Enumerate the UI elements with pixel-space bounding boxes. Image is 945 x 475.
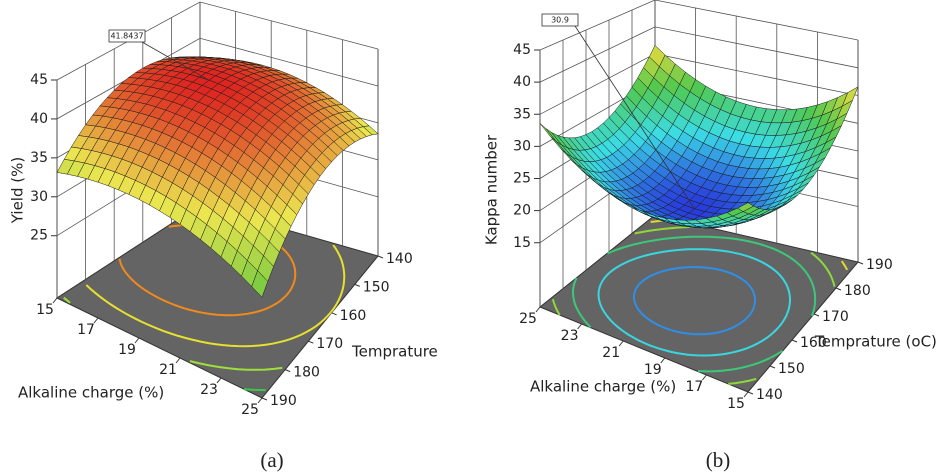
y-tick bbox=[285, 369, 291, 373]
x-tick bbox=[175, 357, 181, 364]
contour-line bbox=[63, 296, 71, 304]
y-tick-label: 160 bbox=[340, 308, 367, 324]
y-tick-label: 140 bbox=[756, 387, 783, 403]
contour-line bbox=[607, 235, 817, 317]
x-axis-title: Alkaline charge (%) bbox=[530, 378, 676, 396]
y-tick-label: 170 bbox=[822, 309, 849, 325]
y-tick-label: 170 bbox=[316, 336, 343, 352]
contour-line bbox=[551, 298, 561, 316]
grid-line bbox=[539, 26, 859, 83]
surface-panel: 15 20 25 30 35 40 45 15 17 19 21 23 25 140 150 160 170 18… bbox=[483, 0, 937, 472]
z-tick-label: 40 bbox=[30, 111, 48, 127]
x-tick bbox=[577, 323, 582, 330]
x-tick-label: 19 bbox=[644, 362, 662, 378]
z-tick-label: 25 bbox=[513, 171, 531, 187]
annotation-box bbox=[108, 29, 146, 43]
x-tick bbox=[216, 377, 222, 384]
floor bbox=[539, 214, 859, 393]
y-tick-label: 150 bbox=[363, 279, 390, 295]
y-tick bbox=[354, 283, 360, 287]
y-tick bbox=[331, 312, 337, 316]
grid-line bbox=[539, 0, 859, 51]
y-tick bbox=[747, 391, 754, 395]
x-tick bbox=[134, 337, 140, 344]
x-tick bbox=[93, 317, 99, 324]
annotation: 41.8437 bbox=[110, 32, 143, 41]
z-tick-label: 35 bbox=[513, 106, 531, 122]
contour-line bbox=[572, 277, 592, 328]
z-tick-label: 35 bbox=[30, 150, 48, 166]
surface-cell bbox=[539, 123, 557, 142]
y-tick bbox=[857, 261, 864, 265]
contour-line bbox=[810, 251, 836, 287]
x-tick-label: 17 bbox=[685, 379, 703, 395]
contour-line bbox=[840, 260, 849, 271]
y-tick-label: 190 bbox=[866, 257, 893, 273]
z-tick-label: 45 bbox=[513, 42, 531, 58]
annotation-box bbox=[541, 13, 579, 27]
x-tick bbox=[52, 297, 58, 304]
x-tick-label: 19 bbox=[118, 342, 136, 358]
y-tick bbox=[791, 339, 798, 343]
x-axis-title: Alkaline charge (%) bbox=[18, 384, 164, 402]
x-tick bbox=[257, 397, 263, 404]
z-tick-label: 20 bbox=[513, 203, 531, 219]
contour-line bbox=[634, 225, 700, 235]
z-tick-label: 30 bbox=[513, 138, 531, 154]
y-tick bbox=[835, 287, 842, 291]
x-tick bbox=[618, 340, 624, 347]
contour-line bbox=[189, 360, 283, 371]
z-tick-label: 30 bbox=[30, 189, 48, 205]
caption: (a) bbox=[260, 448, 283, 472]
y-tick-label: 160 bbox=[800, 335, 827, 351]
y-tick bbox=[308, 340, 314, 344]
annotation-leader bbox=[574, 25, 695, 210]
z-axis-title: Yield (%) bbox=[9, 157, 27, 224]
y-tick-label: 180 bbox=[844, 283, 871, 299]
surface-cell bbox=[737, 202, 755, 212]
z-tick-label: 45 bbox=[30, 72, 48, 88]
x-tick-label: 23 bbox=[200, 382, 218, 398]
x-tick-label: 25 bbox=[241, 402, 259, 418]
x-tick-label: 23 bbox=[561, 328, 579, 344]
x-tick-label: 25 bbox=[519, 311, 537, 327]
x-tick-label: 15 bbox=[36, 302, 54, 318]
annotation: 30.9 bbox=[551, 16, 569, 25]
y-tick-label: 150 bbox=[778, 361, 805, 377]
y-axis-title: Temprature (oC) bbox=[814, 333, 937, 351]
x-tick-label: 21 bbox=[159, 362, 177, 378]
x-tick bbox=[660, 357, 666, 364]
contour-line bbox=[597, 248, 791, 357]
z-tick-label: 25 bbox=[30, 228, 48, 244]
y-tick bbox=[377, 255, 384, 259]
surface-panel: 25 30 35 40 45 15 17 19 21 23 25 140 150 160 170 180 190… bbox=[9, 1, 438, 472]
y-tick bbox=[261, 397, 268, 401]
y-tick bbox=[769, 365, 776, 369]
x-tick bbox=[743, 391, 749, 398]
y-tick-label: 190 bbox=[270, 393, 297, 409]
contour-line bbox=[329, 244, 346, 314]
y-tick-label: 140 bbox=[386, 251, 413, 267]
y-tick-label: 180 bbox=[293, 365, 320, 381]
annotation-leader bbox=[141, 41, 210, 81]
y-axis-title: Temprature bbox=[351, 343, 438, 361]
x-tick-label: 15 bbox=[727, 396, 745, 412]
x-tick bbox=[535, 306, 541, 313]
contour-line bbox=[118, 258, 287, 317]
y-tick bbox=[813, 313, 820, 317]
contour-line bbox=[728, 377, 757, 385]
x-tick bbox=[702, 374, 707, 381]
z-tick-label: 15 bbox=[513, 235, 531, 251]
contour-line bbox=[244, 388, 266, 392]
z-tick-label: 40 bbox=[513, 74, 531, 90]
x-tick-label: 17 bbox=[77, 322, 95, 338]
contour-line bbox=[85, 284, 332, 348]
x-tick-label: 21 bbox=[602, 345, 620, 361]
contour-line bbox=[697, 349, 784, 373]
contour-line bbox=[632, 266, 756, 336]
surface-cell bbox=[251, 270, 269, 298]
caption: (b) bbox=[706, 448, 731, 472]
z-axis-title: Kappa number bbox=[483, 134, 501, 245]
